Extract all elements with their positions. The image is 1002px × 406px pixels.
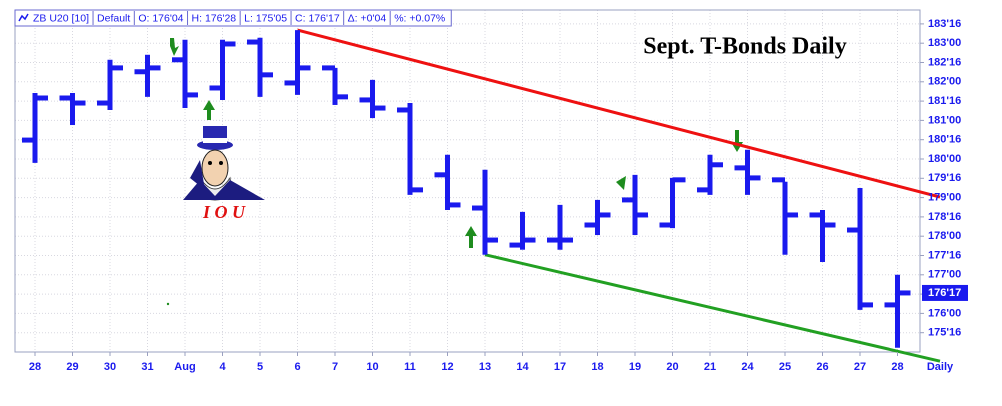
ohlc-bar xyxy=(247,37,273,97)
y-tick-label: 177'00 xyxy=(928,269,961,281)
ohlc-bar xyxy=(547,204,573,250)
x-tick-label: 20 xyxy=(666,361,678,373)
y-tick-label: 179'16 xyxy=(928,172,961,184)
header-field: O: 176'04 xyxy=(138,12,183,24)
period-label: Daily xyxy=(927,361,954,373)
ohlc-bar xyxy=(772,177,798,255)
x-tick-label: 28 xyxy=(29,361,41,373)
y-tick-label: 179'00 xyxy=(928,192,961,204)
uncle-sam-image: I O U xyxy=(183,126,265,222)
y-tick-label: 183'00 xyxy=(928,37,961,49)
ohlc-bar xyxy=(397,103,423,195)
last-price-label: 176'17 xyxy=(928,287,961,299)
ohlc-bar xyxy=(884,274,911,348)
x-tick-label: 29 xyxy=(66,361,78,373)
ohlc-bar xyxy=(509,211,536,250)
last-price-box xyxy=(922,284,968,301)
ohlc-bar xyxy=(134,54,161,97)
ohlc-bar xyxy=(59,92,86,126)
ohlc-bar xyxy=(622,174,648,236)
y-tick-label: 175'16 xyxy=(928,327,961,339)
chart-title: Sept. T-Bonds Daily xyxy=(643,34,846,60)
header-field: Δ: +0'04 xyxy=(348,12,387,24)
x-tick-label: 12 xyxy=(441,361,453,373)
trendline xyxy=(297,28,941,199)
header-icon xyxy=(18,13,29,22)
x-tick-label: 17 xyxy=(554,361,566,373)
axes: 175'16176'00176'16177'00177'16178'00178'… xyxy=(29,18,968,373)
x-tick-label: 30 xyxy=(104,361,116,373)
x-tick-label: 19 xyxy=(629,361,641,373)
x-tick-label: 31 xyxy=(141,361,153,373)
ohlc-bar xyxy=(284,30,311,95)
image-caption: I O U xyxy=(202,202,246,222)
x-tick-label: 21 xyxy=(704,361,716,373)
y-tick-label: 182'00 xyxy=(928,76,961,88)
header-field: %: +0.07% xyxy=(394,12,445,24)
ohlc-bar xyxy=(734,149,761,195)
ohlc-bar xyxy=(322,65,348,105)
ohlc-bars xyxy=(22,30,911,348)
x-tick-label: 24 xyxy=(741,361,754,373)
header-field: Default xyxy=(97,12,130,24)
x-tick-label: 14 xyxy=(516,361,529,373)
header-field: ZB U20 [10] xyxy=(33,12,89,24)
header: ZB U20 [10] Default O: 176'04 H: 176'28 L: 1… xyxy=(33,11,445,25)
ohlc-bar xyxy=(809,209,836,263)
header-field: C: 176'17 xyxy=(295,12,340,24)
ohlc-bar xyxy=(172,39,198,109)
x-tick-label: 4 xyxy=(219,361,226,373)
y-tick-label: 183'16 xyxy=(928,18,961,30)
ohlc-bar xyxy=(97,59,123,110)
ohlc-bar xyxy=(697,154,723,195)
ohlc-bar xyxy=(847,187,873,310)
y-tick-label: 182'16 xyxy=(928,56,961,68)
y-tick-label: 181'16 xyxy=(928,95,961,107)
y-tick-label: 181'00 xyxy=(928,114,961,126)
y-tick-label: 180'16 xyxy=(928,134,961,146)
ohlc-bar xyxy=(659,177,686,229)
x-tick-label: 6 xyxy=(294,361,300,373)
ohlc-bar xyxy=(209,39,236,100)
y-tick-label: 178'16 xyxy=(928,211,961,223)
x-tick-label: 26 xyxy=(816,361,828,373)
x-tick-label: 7 xyxy=(332,361,338,373)
header-bar xyxy=(14,9,452,27)
header-field: H: 176'28 xyxy=(192,12,237,24)
y-tick-label: 177'16 xyxy=(928,249,961,261)
x-tick-label: 5 xyxy=(257,361,263,373)
y-tick-label: 176'00 xyxy=(928,307,961,319)
x-tick-label: 10 xyxy=(366,361,378,373)
x-tick-label: 28 xyxy=(891,361,903,373)
ohlc-bar xyxy=(359,79,386,119)
ohlc-bar xyxy=(434,154,461,210)
plot-frame xyxy=(14,9,921,353)
trendline xyxy=(484,253,941,363)
ohlc-bar xyxy=(22,92,48,163)
y-tick-label: 178'00 xyxy=(928,230,961,242)
x-tick-label: 18 xyxy=(591,361,603,373)
header-field: L: 175'05 xyxy=(244,12,287,24)
x-tick-label: 13 xyxy=(479,361,491,373)
x-tick-label: 11 xyxy=(404,361,416,373)
trendlines xyxy=(297,28,941,363)
y-tick-label: 180'00 xyxy=(928,153,961,165)
x-tick-label: 25 xyxy=(779,361,791,373)
ohlc-bar xyxy=(584,199,611,236)
ohlc-bar xyxy=(472,169,498,255)
x-tick-label: Aug xyxy=(174,361,195,373)
x-tick-label: 27 xyxy=(854,361,866,373)
